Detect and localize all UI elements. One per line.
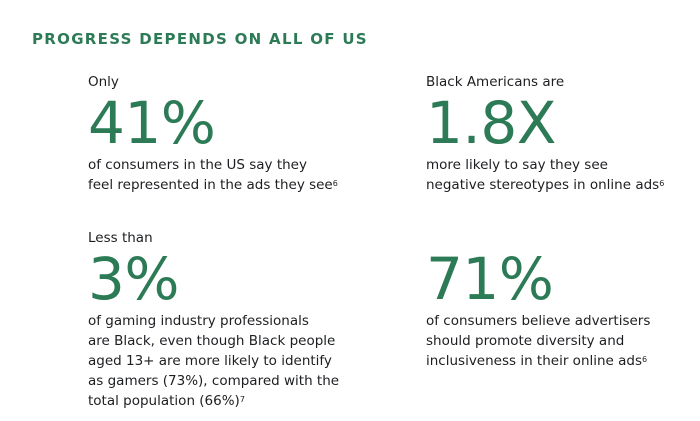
stat-block-gaming-professionals: Less than 3% of gaming industry professi… xyxy=(88,229,348,411)
stat-description-text: of consumers in the US say they feel rep… xyxy=(88,157,333,193)
stat-description-text: of consumers believe advertisers should … xyxy=(426,313,651,369)
stat-value: 3% xyxy=(88,245,180,313)
stat-description: more likely to say they see negative ste… xyxy=(426,155,686,195)
stat-block-negative-stereotypes: Black Americans are 1.8X more likely to … xyxy=(426,73,686,195)
footnote-marker: 6 xyxy=(642,355,648,364)
stat-lead-text: Less than xyxy=(88,230,153,246)
stat-description-text: of gaming industry professionals are Bla… xyxy=(88,313,340,409)
footnote-marker: 7 xyxy=(239,395,245,404)
stat-description-text: more likely to say they see negative ste… xyxy=(426,157,660,193)
stat-lead-text: Only xyxy=(88,74,119,90)
stat-value: 41% xyxy=(88,89,216,157)
stat-description: of consumers in the US say they feel rep… xyxy=(88,155,348,195)
stat-value: 1.8X xyxy=(426,89,556,157)
stat-block-consumers-represented: Only 41% of consumers in the US say they… xyxy=(88,73,348,195)
stat-value: 71% xyxy=(426,245,554,313)
footnote-marker: 6 xyxy=(659,179,665,188)
section-heading: PROGRESS DEPENDS ON ALL OF US xyxy=(32,30,368,48)
stat-lead-text: Black Americans are xyxy=(426,74,565,90)
stat-description: of gaming industry professionals are Bla… xyxy=(88,311,348,411)
stat-description: of consumers believe advertisers should … xyxy=(426,311,686,371)
stat-block-diversity-ads: 71% of consumers believe advertisers sho… xyxy=(426,229,686,371)
footnote-marker: 6 xyxy=(332,179,338,188)
